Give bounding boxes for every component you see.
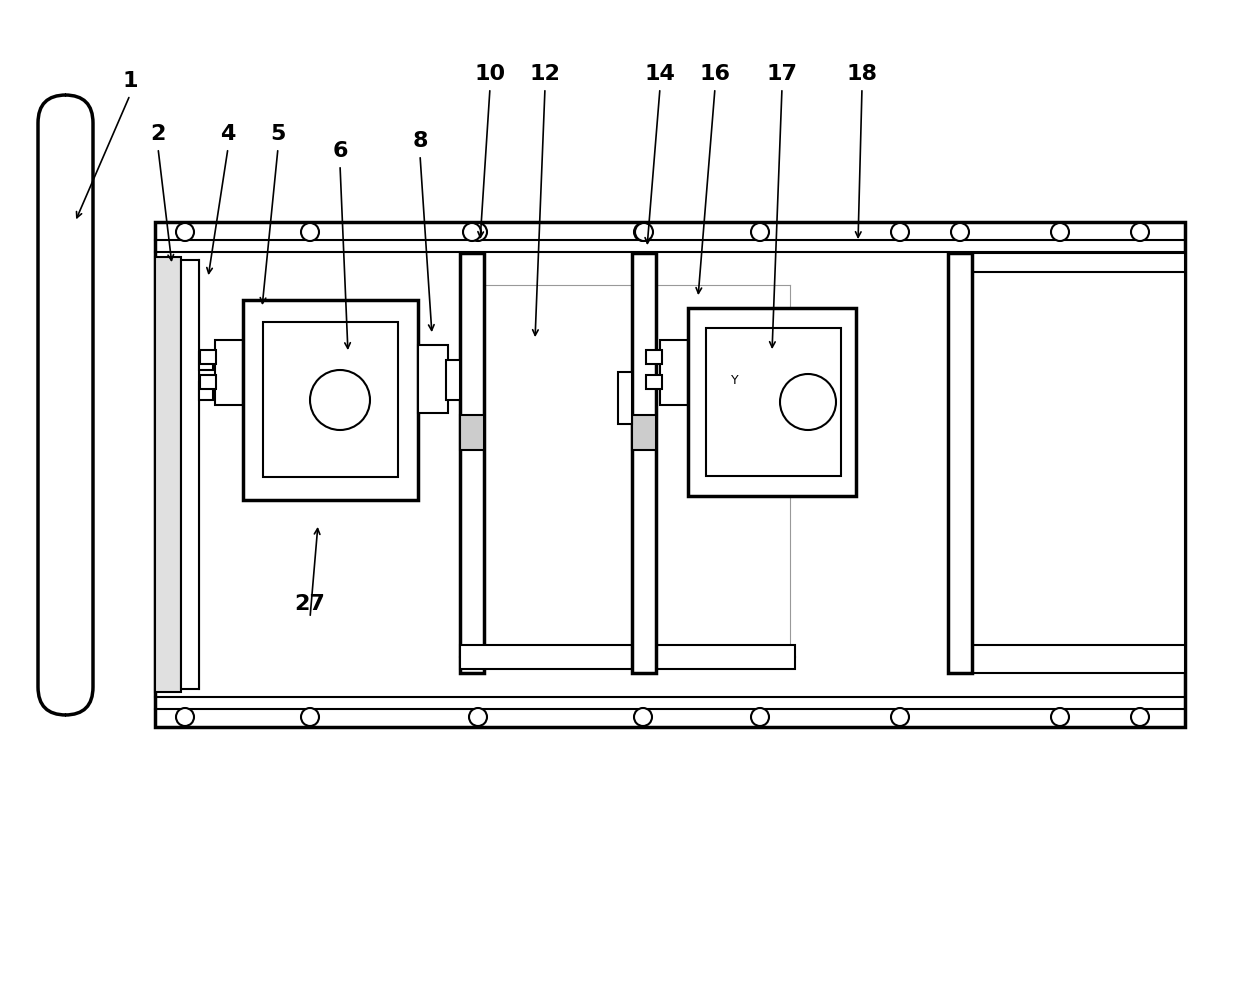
Circle shape [751, 708, 769, 726]
Bar [949, 253, 972, 673]
Bar [446, 360, 460, 400]
FancyBboxPatch shape [38, 95, 93, 715]
Bar [243, 300, 418, 500]
Bar [460, 415, 484, 450]
Bar [646, 375, 662, 389]
Circle shape [780, 374, 836, 430]
Bar [198, 352, 213, 370]
Circle shape [301, 223, 319, 241]
Text: 16: 16 [699, 64, 730, 84]
Bar [155, 222, 1185, 727]
Circle shape [310, 370, 370, 430]
Bar [660, 340, 688, 405]
Text: 1: 1 [123, 71, 138, 91]
Circle shape [634, 223, 652, 241]
Bar [200, 375, 216, 389]
Text: 4: 4 [221, 124, 236, 144]
Bar [200, 350, 216, 364]
Bar [460, 253, 484, 673]
Bar [618, 372, 632, 424]
Bar [646, 350, 662, 364]
Text: Y: Y [732, 374, 739, 387]
Bar [181, 260, 198, 689]
Circle shape [176, 223, 193, 241]
Text: 14: 14 [645, 64, 676, 84]
Bar [215, 340, 243, 405]
Bar [198, 382, 213, 400]
Bar [972, 253, 1185, 673]
Circle shape [635, 223, 653, 241]
Circle shape [1131, 708, 1149, 726]
Circle shape [176, 708, 193, 726]
Circle shape [634, 708, 652, 726]
Text: 12: 12 [529, 64, 560, 84]
Bar [155, 257, 181, 692]
Circle shape [892, 223, 909, 241]
Bar [706, 328, 841, 476]
Text: 17: 17 [766, 64, 797, 84]
Circle shape [951, 223, 968, 241]
Text: 8: 8 [412, 131, 428, 151]
Bar [688, 308, 856, 496]
Text: 6: 6 [332, 141, 347, 161]
Circle shape [469, 223, 487, 241]
Text: 27: 27 [295, 594, 325, 614]
Circle shape [1131, 223, 1149, 241]
Circle shape [1052, 223, 1069, 241]
Text: 5: 5 [270, 124, 285, 144]
Bar [632, 415, 656, 450]
Circle shape [751, 223, 769, 241]
Bar [632, 253, 656, 673]
Circle shape [1052, 708, 1069, 726]
Bar [418, 345, 448, 413]
Circle shape [463, 223, 481, 241]
Circle shape [301, 708, 319, 726]
Text: 18: 18 [847, 64, 878, 84]
Circle shape [469, 708, 487, 726]
Text: 10: 10 [475, 64, 506, 84]
Bar [460, 645, 795, 669]
Text: 2: 2 [150, 124, 166, 144]
Bar [263, 322, 398, 477]
Circle shape [892, 708, 909, 726]
